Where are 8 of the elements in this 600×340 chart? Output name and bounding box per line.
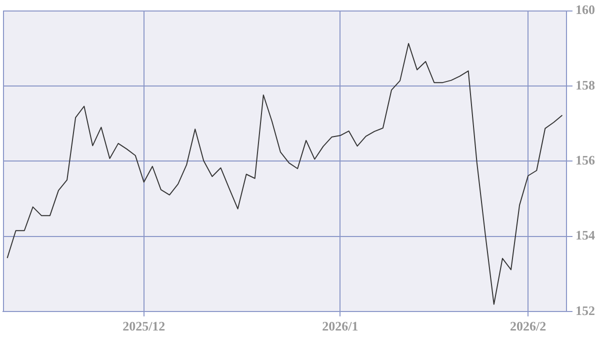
y-tick-label: 154 xyxy=(576,228,596,243)
x-tick-label: 2026/1 xyxy=(322,318,358,334)
y-tick-label: 158 xyxy=(576,77,596,92)
y-tick-label: 156 xyxy=(576,152,596,168)
x-tick-label: 2026/2 xyxy=(510,318,546,334)
x-tick-label: 2025/12 xyxy=(122,318,166,334)
y-tick-label: 160 xyxy=(576,2,595,18)
y-tick-label: 152 xyxy=(576,302,595,318)
